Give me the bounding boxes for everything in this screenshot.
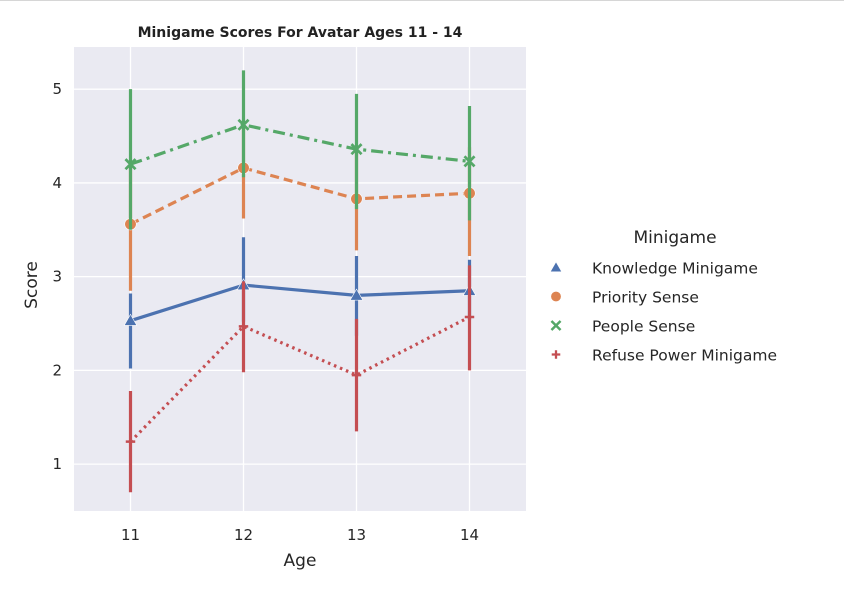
- data-point: [124, 158, 137, 171]
- series-line: [130, 283, 470, 323]
- legend-marker: [549, 261, 563, 273]
- y-tick-label: 4: [52, 174, 62, 192]
- legend-label: Priority Sense: [592, 289, 699, 307]
- plot-area: [74, 47, 526, 511]
- legend-label: Knowledge Minigame: [592, 260, 758, 278]
- legend-marker: [551, 350, 561, 359]
- legend-label: People Sense: [592, 318, 695, 336]
- series-people-sense: [124, 70, 476, 230]
- legend-marker: [550, 290, 562, 303]
- x-tick-label: 12: [234, 526, 253, 544]
- legend-title: Minigame: [633, 228, 716, 248]
- series-refuse-power-minigame: [125, 265, 475, 493]
- series-group: [123, 70, 477, 493]
- x-tick-label: 14: [460, 526, 479, 544]
- y-tick-labels: 1 2 3 4 5: [52, 80, 62, 473]
- legend-marker: [550, 320, 562, 331]
- legend-label: Refuse Power Minigame: [592, 347, 777, 365]
- legend-item: Priority Sense: [550, 289, 699, 307]
- data-point: [463, 155, 476, 168]
- series-line: [129, 166, 470, 226]
- data-point: [125, 436, 136, 447]
- series-line: [129, 123, 470, 166]
- chart-title: Minigame Scores For Avatar Ages 11 - 14: [138, 25, 463, 41]
- y-axis-label: Score: [22, 261, 42, 309]
- series-line: [129, 315, 471, 443]
- data-point: [351, 370, 362, 380]
- x-tick-labels: 11 12 13 14: [121, 526, 479, 544]
- legend-item: Refuse Power Minigame: [551, 347, 777, 365]
- x-axis-label: Age: [284, 551, 317, 571]
- y-tick-label: 2: [52, 361, 62, 379]
- data-point: [238, 321, 249, 332]
- y-tick-label: 5: [52, 80, 62, 98]
- legend: Minigame Knowledge Minigame Priority Sens…: [549, 228, 777, 365]
- top-border: [0, 0, 844, 1]
- y-tick-label: 1: [52, 455, 62, 473]
- y-tick-label: 3: [52, 268, 62, 286]
- legend-item: Knowledge Minigame: [549, 260, 758, 278]
- x-tick-label: 13: [347, 526, 366, 544]
- data-point: [350, 143, 363, 156]
- x-tick-label: 11: [121, 526, 140, 544]
- data-point: [464, 312, 475, 322]
- data-point: [237, 118, 250, 131]
- data-point: [123, 313, 138, 326]
- legend-item: People Sense: [550, 318, 695, 336]
- data-point: [349, 288, 364, 301]
- legend-items: Knowledge Minigame Priority Sense People S…: [549, 260, 777, 365]
